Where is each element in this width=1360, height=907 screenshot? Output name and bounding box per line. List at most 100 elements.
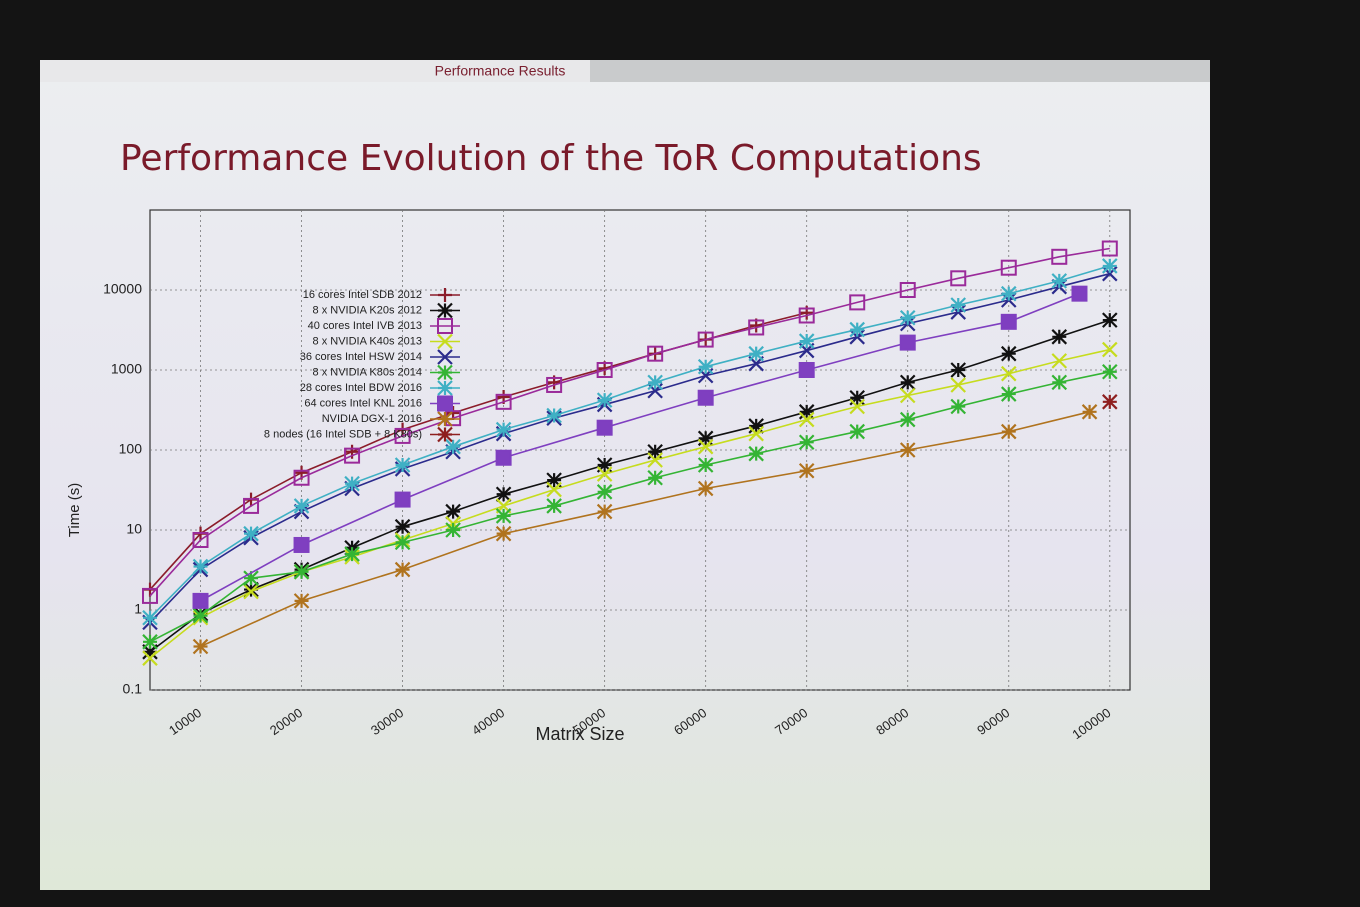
data-point bbox=[192, 531, 209, 548]
data-point bbox=[596, 466, 613, 482]
data-point bbox=[243, 525, 259, 542]
data-point bbox=[647, 469, 663, 486]
data-point bbox=[1102, 341, 1118, 358]
data-point bbox=[1000, 285, 1017, 302]
data-point bbox=[495, 508, 512, 524]
legend-label: NVIDIA DGX-1 2016 bbox=[322, 413, 422, 425]
data-point bbox=[495, 393, 512, 410]
data-point bbox=[1081, 404, 1098, 420]
legend-label: 8 nodes (16 Intel SDB + 8 K80s) bbox=[264, 428, 422, 440]
data-point bbox=[293, 498, 310, 514]
data-point bbox=[1000, 365, 1017, 382]
data-point bbox=[142, 609, 158, 626]
data-point bbox=[798, 462, 815, 479]
y-tick-label: 100 bbox=[119, 441, 143, 457]
data-point bbox=[394, 534, 411, 551]
data-point bbox=[1102, 265, 1118, 282]
data-point bbox=[243, 570, 259, 586]
data-point bbox=[748, 418, 764, 434]
data-point bbox=[293, 536, 310, 553]
legend-label: 28 cores Intel BDW 2016 bbox=[300, 382, 422, 394]
data-point bbox=[445, 503, 461, 520]
data-point bbox=[596, 457, 613, 473]
header-bar-right bbox=[590, 60, 1210, 82]
data-point bbox=[1102, 312, 1118, 328]
series-line bbox=[149, 319, 1111, 653]
data-point bbox=[1000, 345, 1017, 362]
data-point bbox=[142, 644, 158, 660]
data-point bbox=[798, 362, 815, 378]
data-point bbox=[647, 345, 664, 362]
data-point bbox=[950, 362, 967, 378]
data-point bbox=[495, 525, 512, 542]
data-point bbox=[950, 270, 967, 287]
data-point bbox=[596, 362, 613, 378]
data-point bbox=[192, 558, 209, 575]
series-line bbox=[149, 370, 1110, 643]
data-point bbox=[1000, 259, 1017, 276]
legend-label: 36 cores Intel HSW 2014 bbox=[300, 351, 422, 363]
legend-label: 40 cores Intel IVB 2013 bbox=[308, 320, 422, 332]
header: Performance Results bbox=[435, 63, 566, 79]
data-point bbox=[445, 522, 461, 538]
slide bbox=[40, 60, 1210, 890]
data-point bbox=[798, 411, 815, 428]
data-point bbox=[546, 376, 563, 393]
data-point bbox=[1071, 285, 1088, 302]
data-point bbox=[546, 498, 562, 514]
legend-marker bbox=[437, 380, 453, 396]
data-point bbox=[697, 430, 714, 447]
header-bar bbox=[40, 60, 590, 82]
y-tick-label: 0.1 bbox=[123, 681, 143, 697]
data-point bbox=[495, 421, 512, 438]
data-point bbox=[899, 387, 916, 404]
data-point bbox=[344, 546, 360, 562]
data-point bbox=[899, 374, 916, 391]
y-axis-label: Time (s) bbox=[66, 483, 83, 537]
data-point bbox=[950, 398, 967, 415]
x-axis-label: Matrix Size bbox=[535, 724, 624, 744]
data-point bbox=[546, 407, 562, 424]
legend-marker bbox=[437, 411, 453, 427]
legend-marker bbox=[437, 318, 453, 334]
data-point bbox=[495, 486, 512, 503]
data-point bbox=[546, 481, 562, 498]
series-line bbox=[200, 411, 1090, 648]
data-point bbox=[596, 392, 613, 408]
data-point bbox=[192, 607, 209, 624]
data-point bbox=[243, 581, 259, 598]
data-point bbox=[1102, 394, 1118, 410]
data-point bbox=[647, 452, 663, 468]
data-point bbox=[243, 583, 259, 600]
data-point bbox=[394, 427, 411, 444]
data-point bbox=[697, 438, 714, 455]
data-point bbox=[596, 419, 613, 436]
data-point bbox=[798, 434, 815, 451]
data-point bbox=[394, 518, 411, 535]
data-point bbox=[950, 377, 967, 393]
data-point bbox=[697, 331, 714, 348]
data-point bbox=[1051, 353, 1068, 369]
data-point bbox=[1101, 240, 1118, 257]
data-point bbox=[1000, 423, 1017, 440]
data-point bbox=[849, 321, 865, 338]
data-point bbox=[546, 472, 562, 488]
data-point bbox=[899, 442, 916, 458]
data-point bbox=[697, 389, 714, 406]
data-point bbox=[1051, 374, 1068, 391]
data-point bbox=[394, 491, 411, 508]
data-point bbox=[798, 307, 815, 324]
y-tick-label: 1 bbox=[134, 601, 142, 617]
data-point bbox=[748, 445, 764, 462]
data-point bbox=[142, 650, 158, 666]
data-point bbox=[394, 561, 411, 578]
data-point bbox=[899, 411, 916, 428]
data-point bbox=[647, 444, 663, 460]
data-point bbox=[142, 634, 158, 650]
series-line bbox=[149, 272, 1110, 623]
series-line bbox=[149, 247, 1110, 597]
legend-label: 16 cores Intel SDB 2012 bbox=[303, 289, 422, 301]
data-point bbox=[293, 564, 310, 580]
data-point bbox=[849, 294, 866, 311]
